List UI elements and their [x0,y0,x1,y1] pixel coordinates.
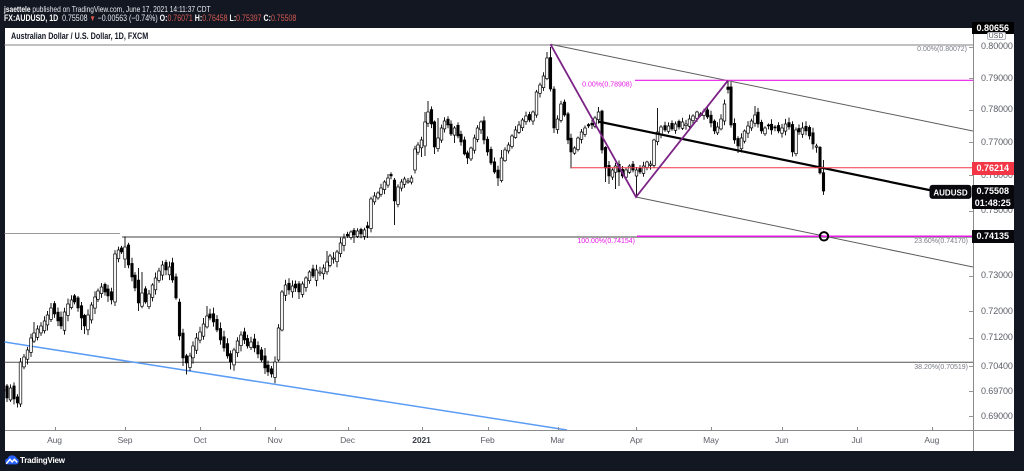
svg-text:38.20%(0.70519): 38.20%(0.70519) [914,364,968,371]
svg-text:100.00%(0.74154): 100.00%(0.74154) [577,238,635,245]
svg-text:0.00%(0.80072): 0.00%(0.80072) [917,46,967,53]
svg-text:AUDUSD: AUDUSD [933,188,967,197]
svg-text:23.60%(0.74170): 23.60%(0.74170) [914,238,968,245]
svg-text:0.00%(0.78908): 0.00%(0.78908) [582,82,632,89]
